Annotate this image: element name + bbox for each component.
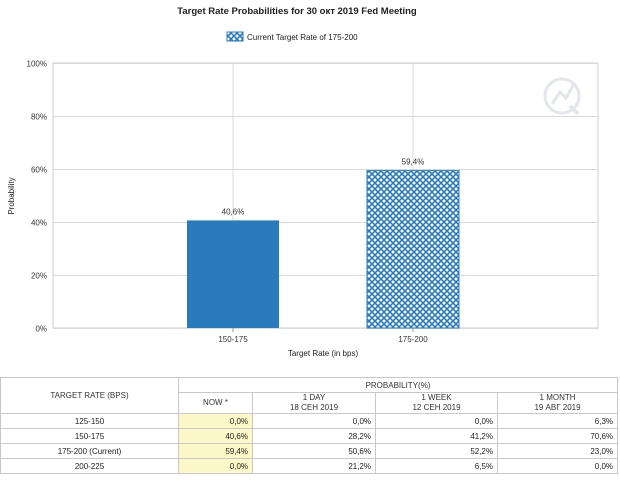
- day-cell: 50,6%: [252, 443, 376, 459]
- y-tick-label: 20%: [31, 272, 47, 281]
- now-cell: 40,6%: [178, 428, 253, 444]
- probability-header: PROBABILITY(%): [177, 377, 619, 393]
- legend-swatch: [226, 31, 244, 42]
- table-row: 150-175 40,6% 28,2% 41,2% 70,6%: [0, 428, 619, 444]
- col-header-1-week: 1 WEEK 12 СЕН 2019: [375, 392, 498, 414]
- x-tick-label: 175-200: [398, 335, 428, 344]
- probability-table: TARGET RATE (BPS) PROBABILITY(%) NOW * 1…: [0, 377, 619, 474]
- week-cell: 41,2%: [375, 428, 498, 444]
- bars: 40,6% 59,4%: [187, 158, 460, 329]
- plot-frame: [52, 62, 599, 329]
- col-header-1-month: 1 MONTH 19 АВГ 2019: [496, 392, 619, 414]
- now-cell: 0,0%: [178, 413, 253, 429]
- rate-cell: 150-175: [0, 428, 179, 444]
- week-cell: 0,0%: [375, 413, 498, 429]
- table-row: 200-225 0,0% 21,2% 6,5% 0,0%: [0, 458, 619, 474]
- rate-cell: 200-225: [0, 458, 179, 474]
- target-rate-header: TARGET RATE (BPS): [0, 377, 179, 414]
- rate-cell: 175-200 (Current): [0, 443, 179, 459]
- month-cell: 23,0%: [496, 443, 619, 459]
- table-row: 175-200 (Current) 59,4% 50,6% 52,2% 23,0…: [0, 443, 619, 459]
- table-body: 125-150 0,0% 0,0% 0,0% 6,3% 150-175 40,6…: [0, 413, 619, 474]
- day-cell: 0,0%: [252, 413, 376, 429]
- legend-label: Current Target Rate of 175-200: [247, 33, 358, 42]
- bar-150-175: [187, 220, 279, 328]
- day-cell: 28,2%: [252, 428, 376, 444]
- quikstrike-logo-icon: [543, 77, 581, 116]
- bar-value-label: 40,6%: [222, 207, 245, 216]
- y-tick-label: 60%: [31, 166, 47, 175]
- x-axis-label: Target Rate (in bps): [288, 349, 359, 358]
- chart-title: Target Rate Probabilities for 30 окт 201…: [177, 6, 417, 17]
- table-row: 125-150 0,0% 0,0% 0,0% 6,3%: [0, 413, 619, 429]
- bar-value-label: 59,4%: [402, 158, 425, 167]
- now-cell: 0,0%: [178, 458, 253, 474]
- y-axis-label: Probability: [7, 177, 16, 214]
- day-cell: 21,2%: [252, 458, 376, 474]
- now-cell: 59,4%: [178, 443, 253, 459]
- week-cell: 52,2%: [375, 443, 498, 459]
- month-cell: 0,0%: [496, 458, 619, 474]
- month-cell: 70,6%: [496, 428, 619, 444]
- week-cell: 6,5%: [375, 458, 498, 474]
- bar-chart: Target Rate Probabilities for 30 окт 201…: [7, 6, 599, 358]
- y-tick-label: 0%: [35, 325, 47, 334]
- y-tick-label: 40%: [31, 219, 47, 228]
- y-tick-label: 80%: [31, 113, 47, 122]
- rate-cell: 125-150: [0, 413, 179, 429]
- y-tick-label: 100%: [27, 60, 47, 69]
- col-header-1-day: 1 DAY 18 СЕН 2019: [252, 392, 376, 414]
- x-axis-ticks: 150-175 175-200: [218, 328, 428, 344]
- x-tick-label: 150-175: [218, 335, 248, 344]
- grid: [52, 62, 599, 329]
- probability-table-container: TARGET RATE (BPS) PROBABILITY(%) NOW * 1…: [0, 377, 620, 484]
- col-header-now: NOW *: [178, 392, 253, 414]
- y-axis-ticks: 0% 20% 40% 60% 80% 100%: [27, 60, 47, 334]
- month-cell: 6,3%: [496, 413, 619, 429]
- legend[interactable]: Current Target Rate of 175-200: [226, 31, 358, 42]
- bar-175-200: [366, 170, 460, 329]
- chart-area: Target Rate Probabilities for 30 окт 201…: [7, 6, 599, 358]
